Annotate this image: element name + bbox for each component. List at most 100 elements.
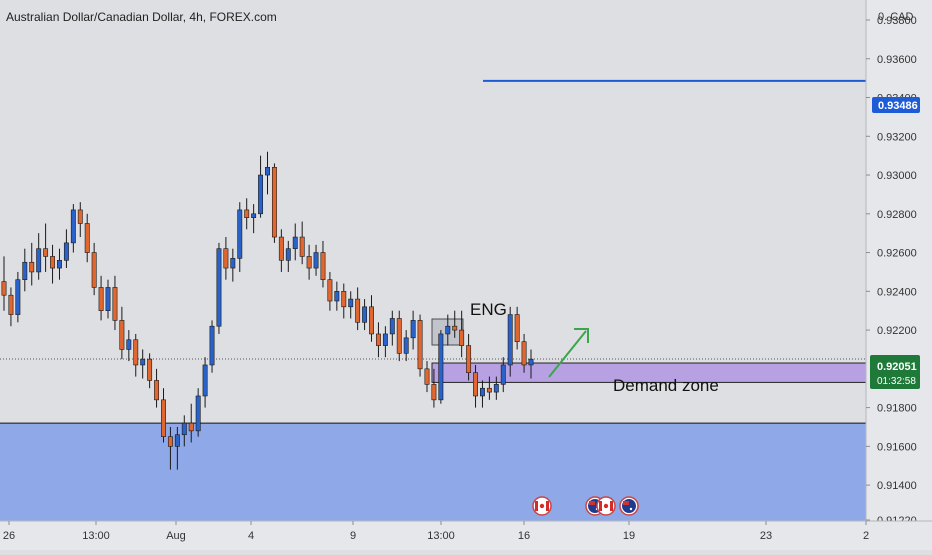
candle <box>459 310 465 358</box>
demand-zone-label: Demand zone <box>613 376 719 395</box>
candle <box>369 295 374 342</box>
candle <box>237 202 243 272</box>
target-price-badge-text: 0.93486 <box>878 100 918 112</box>
candle <box>258 155 264 218</box>
candle <box>424 361 430 393</box>
time-tick-label: 9 <box>350 530 356 542</box>
price-tick-label: 0.92600 <box>877 248 917 260</box>
candle <box>507 306 513 377</box>
flag-australia-icon[interactable] <box>619 496 639 516</box>
candle <box>133 333 139 377</box>
price-tick-label: 0.92800 <box>877 209 917 221</box>
flag-canada-icon[interactable] <box>532 496 552 516</box>
time-tick-label: 19 <box>623 530 635 542</box>
current-price-badge <box>870 355 920 389</box>
time-tick-label: 26 <box>3 530 15 542</box>
candle <box>181 415 187 447</box>
candle <box>320 240 326 288</box>
candle <box>230 248 236 282</box>
candle <box>493 376 499 400</box>
candle <box>147 353 153 389</box>
price-tick-label: 0.91400 <box>877 480 917 492</box>
candle <box>15 271 21 323</box>
candle <box>452 310 458 338</box>
current-price-text: 0.92051 <box>877 361 917 373</box>
candle <box>348 291 354 319</box>
time-tick-label: 13:00 <box>427 530 455 542</box>
price-tick-label: 0.92200 <box>877 325 917 337</box>
candle <box>382 326 388 358</box>
candle <box>480 380 485 408</box>
time-axis-panel[interactable] <box>0 521 932 550</box>
candle <box>105 279 111 319</box>
candle <box>112 275 118 331</box>
candle <box>355 287 361 331</box>
candle <box>188 403 194 443</box>
candle <box>63 229 69 269</box>
time-axis-ticks: 26 13:00 Aug 4 9 13:00 16 19 23 2 <box>3 521 869 542</box>
bullish-arrow <box>548 328 589 378</box>
candle <box>417 314 423 377</box>
candle <box>50 244 55 284</box>
candle <box>91 242 97 296</box>
candle <box>57 248 62 280</box>
candle <box>410 310 416 350</box>
candle <box>251 204 257 234</box>
candle <box>223 237 229 280</box>
candle <box>265 151 270 195</box>
candle <box>140 349 146 379</box>
candle <box>202 357 208 408</box>
candle <box>341 283 347 319</box>
candle <box>216 242 222 334</box>
price-tick-label: 0.93000 <box>877 170 917 182</box>
price-axis-panel[interactable] <box>866 0 932 550</box>
flag-canada-icon[interactable] <box>596 496 616 516</box>
price-tick-label: 0.91800 <box>877 403 917 415</box>
candle <box>174 426 180 470</box>
candle <box>1 256 7 311</box>
candle <box>362 299 368 331</box>
candle <box>70 204 76 253</box>
price-tick-label: 0.92400 <box>877 286 917 298</box>
candle <box>431 368 437 408</box>
candle <box>292 223 298 261</box>
time-tick-label: 4 <box>248 530 254 542</box>
time-tick-label: 23 <box>760 530 772 542</box>
candle <box>299 221 305 265</box>
candle <box>22 248 28 292</box>
candle <box>36 233 42 280</box>
candle <box>167 426 173 470</box>
price-tick-label: 0.91600 <box>877 441 917 453</box>
candle <box>521 333 527 373</box>
candle <box>473 364 478 408</box>
candle <box>334 281 340 311</box>
price-tick-label: 0.93600 <box>877 54 917 66</box>
candle <box>389 310 395 346</box>
candle <box>313 244 319 276</box>
time-tick-label: 13:00 <box>82 530 110 542</box>
candle <box>43 223 49 272</box>
candle <box>209 320 215 373</box>
candle <box>77 202 83 238</box>
price-tick-label: 0.93200 <box>877 131 917 143</box>
candle <box>8 287 14 327</box>
candle <box>84 213 90 263</box>
eng-label: ENG <box>470 300 507 319</box>
candle <box>161 388 166 443</box>
candle <box>306 244 312 280</box>
candle <box>271 163 277 243</box>
price-tick-label: 0.93800 <box>877 15 917 27</box>
candle <box>29 242 35 286</box>
lower-zone-rect <box>0 423 866 521</box>
candle <box>375 322 381 358</box>
candle <box>327 271 333 311</box>
candle <box>126 330 132 362</box>
candle <box>98 275 104 321</box>
candle <box>466 333 472 381</box>
time-tick-label: Aug <box>166 530 186 542</box>
chart-title: Australian Dollar/Canadian Dollar, 4h, F… <box>6 10 277 24</box>
candle <box>396 310 402 362</box>
axis-currency-label: 0. CAD <box>878 11 914 23</box>
